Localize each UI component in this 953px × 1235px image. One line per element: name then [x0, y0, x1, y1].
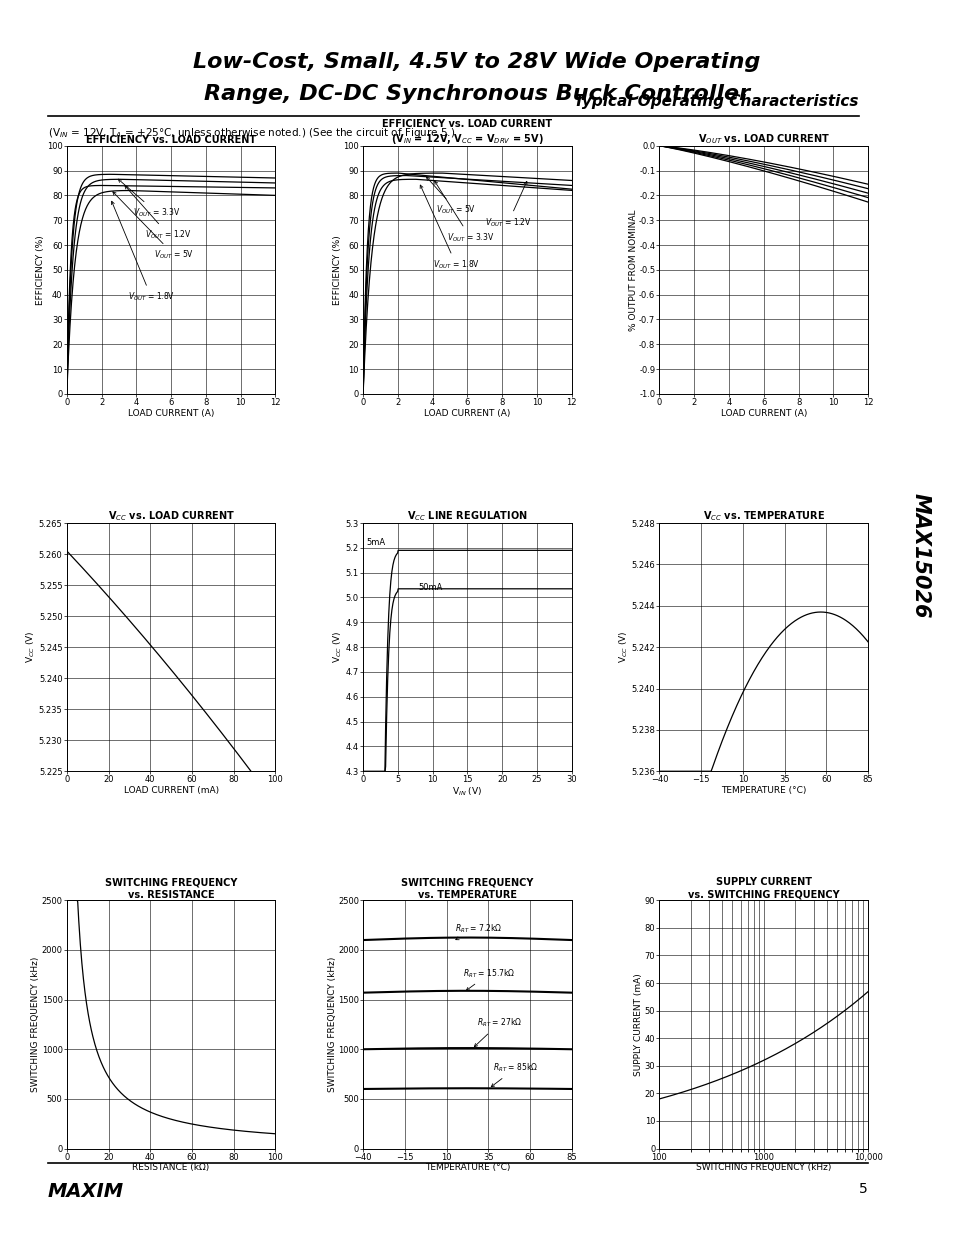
X-axis label: LOAD CURRENT (A): LOAD CURRENT (A) — [128, 409, 214, 417]
Title: V$_{CC}$ LINE REGULATION: V$_{CC}$ LINE REGULATION — [407, 509, 527, 524]
Text: $R_{RT}$ = 85k$\Omega$: $R_{RT}$ = 85k$\Omega$ — [491, 1062, 538, 1087]
Title: V$_{OUT}$ vs. LOAD CURRENT: V$_{OUT}$ vs. LOAD CURRENT — [697, 132, 829, 146]
Text: MAX15026: MAX15026 — [910, 493, 929, 619]
Y-axis label: EFFICIENCY (%): EFFICIENCY (%) — [333, 235, 341, 305]
Y-axis label: V$_{CC}$ (V): V$_{CC}$ (V) — [332, 631, 344, 663]
Text: $R_{RT}$ = 7.2k$\Omega$: $R_{RT}$ = 7.2k$\Omega$ — [455, 923, 502, 940]
Y-axis label: % OUTPUT FROM NOMINAL: % OUTPUT FROM NOMINAL — [628, 209, 637, 331]
Title: EFFICIENCY vs. LOAD CURRENT: EFFICIENCY vs. LOAD CURRENT — [86, 135, 256, 144]
Text: $R_{RT}$ = 15.7k$\Omega$: $R_{RT}$ = 15.7k$\Omega$ — [463, 967, 515, 990]
Text: $V_{OUT}$ = 1.2V: $V_{OUT}$ = 1.2V — [125, 185, 192, 241]
X-axis label: LOAD CURRENT (mA): LOAD CURRENT (mA) — [124, 785, 218, 795]
Text: Low-Cost, Small, 4.5V to 28V Wide Operating: Low-Cost, Small, 4.5V to 28V Wide Operat… — [193, 52, 760, 72]
Text: MAXIM: MAXIM — [48, 1182, 124, 1200]
X-axis label: TEMPERATURE (°C): TEMPERATURE (°C) — [720, 785, 805, 795]
Text: Range, DC-DC Synchronous Buck Controller: Range, DC-DC Synchronous Buck Controller — [204, 84, 749, 104]
Text: $V_{OUT}$ = 5V: $V_{OUT}$ = 5V — [112, 191, 193, 261]
Title: SWITCHING FREQUENCY
vs. TEMPERATURE: SWITCHING FREQUENCY vs. TEMPERATURE — [401, 877, 533, 899]
X-axis label: LOAD CURRENT (A): LOAD CURRENT (A) — [424, 409, 510, 417]
Text: $V_{OUT}$ = 1.2V: $V_{OUT}$ = 1.2V — [484, 182, 531, 228]
Text: $V_{OUT}$ = 3.3V: $V_{OUT}$ = 3.3V — [118, 179, 180, 219]
X-axis label: TEMPERATURE (°C): TEMPERATURE (°C) — [424, 1163, 510, 1172]
Title: SUPPLY CURRENT
vs. SWITCHING FREQUENCY: SUPPLY CURRENT vs. SWITCHING FREQUENCY — [687, 877, 839, 899]
Y-axis label: V$_{CC}$ (V): V$_{CC}$ (V) — [25, 631, 37, 663]
Text: 5: 5 — [859, 1182, 867, 1195]
Text: $V_{OUT}$ = 1.8V: $V_{OUT}$ = 1.8V — [419, 185, 479, 270]
Y-axis label: SUPPLY CURRENT (mA): SUPPLY CURRENT (mA) — [634, 973, 642, 1076]
Y-axis label: SWITCHING FREQUENCY (kHz): SWITCHING FREQUENCY (kHz) — [31, 957, 40, 1092]
X-axis label: V$_{IN}$ (V): V$_{IN}$ (V) — [452, 785, 482, 798]
X-axis label: LOAD CURRENT (A): LOAD CURRENT (A) — [720, 409, 806, 417]
Text: $V_{OUT}$ = 3.3V: $V_{OUT}$ = 3.3V — [435, 182, 494, 243]
Y-axis label: EFFICIENCY (%): EFFICIENCY (%) — [36, 235, 46, 305]
Title: SWITCHING FREQUENCY
vs. RESISTANCE: SWITCHING FREQUENCY vs. RESISTANCE — [105, 877, 237, 899]
Text: 5mA: 5mA — [366, 538, 385, 547]
Y-axis label: V$_{CC}$ (V): V$_{CC}$ (V) — [617, 631, 629, 663]
Text: Typical Operating Characteristics: Typical Operating Characteristics — [574, 94, 858, 109]
Text: $V_{OUT}$ = 1.8V: $V_{OUT}$ = 1.8V — [112, 201, 174, 303]
Text: $V_{OUT}$ = 5V: $V_{OUT}$ = 5V — [426, 177, 476, 216]
Title: EFFICIENCY vs. LOAD CURRENT
(V$_{IN}$ = 12V, V$_{CC}$ = V$_{DRV}$ = 5V): EFFICIENCY vs. LOAD CURRENT (V$_{IN}$ = … — [382, 119, 552, 146]
X-axis label: RESISTANCE (kΩ): RESISTANCE (kΩ) — [132, 1163, 210, 1172]
Title: V$_{CC}$ vs. LOAD CURRENT: V$_{CC}$ vs. LOAD CURRENT — [108, 509, 234, 524]
Text: 50mA: 50mA — [418, 583, 443, 592]
Text: $R_{RT}$ = 27k$\Omega$: $R_{RT}$ = 27k$\Omega$ — [474, 1016, 521, 1047]
Y-axis label: SWITCHING FREQUENCY (kHz): SWITCHING FREQUENCY (kHz) — [327, 957, 336, 1092]
Title: V$_{CC}$ vs. TEMPERATURE: V$_{CC}$ vs. TEMPERATURE — [702, 509, 824, 524]
X-axis label: SWITCHING FREQUENCY (kHz): SWITCHING FREQUENCY (kHz) — [696, 1163, 831, 1172]
Text: (V$_{IN}$ = 12V, T$_A$ = +25°C, unless otherwise noted.) (See the circuit of Fig: (V$_{IN}$ = 12V, T$_A$ = +25°C, unless o… — [48, 126, 455, 140]
